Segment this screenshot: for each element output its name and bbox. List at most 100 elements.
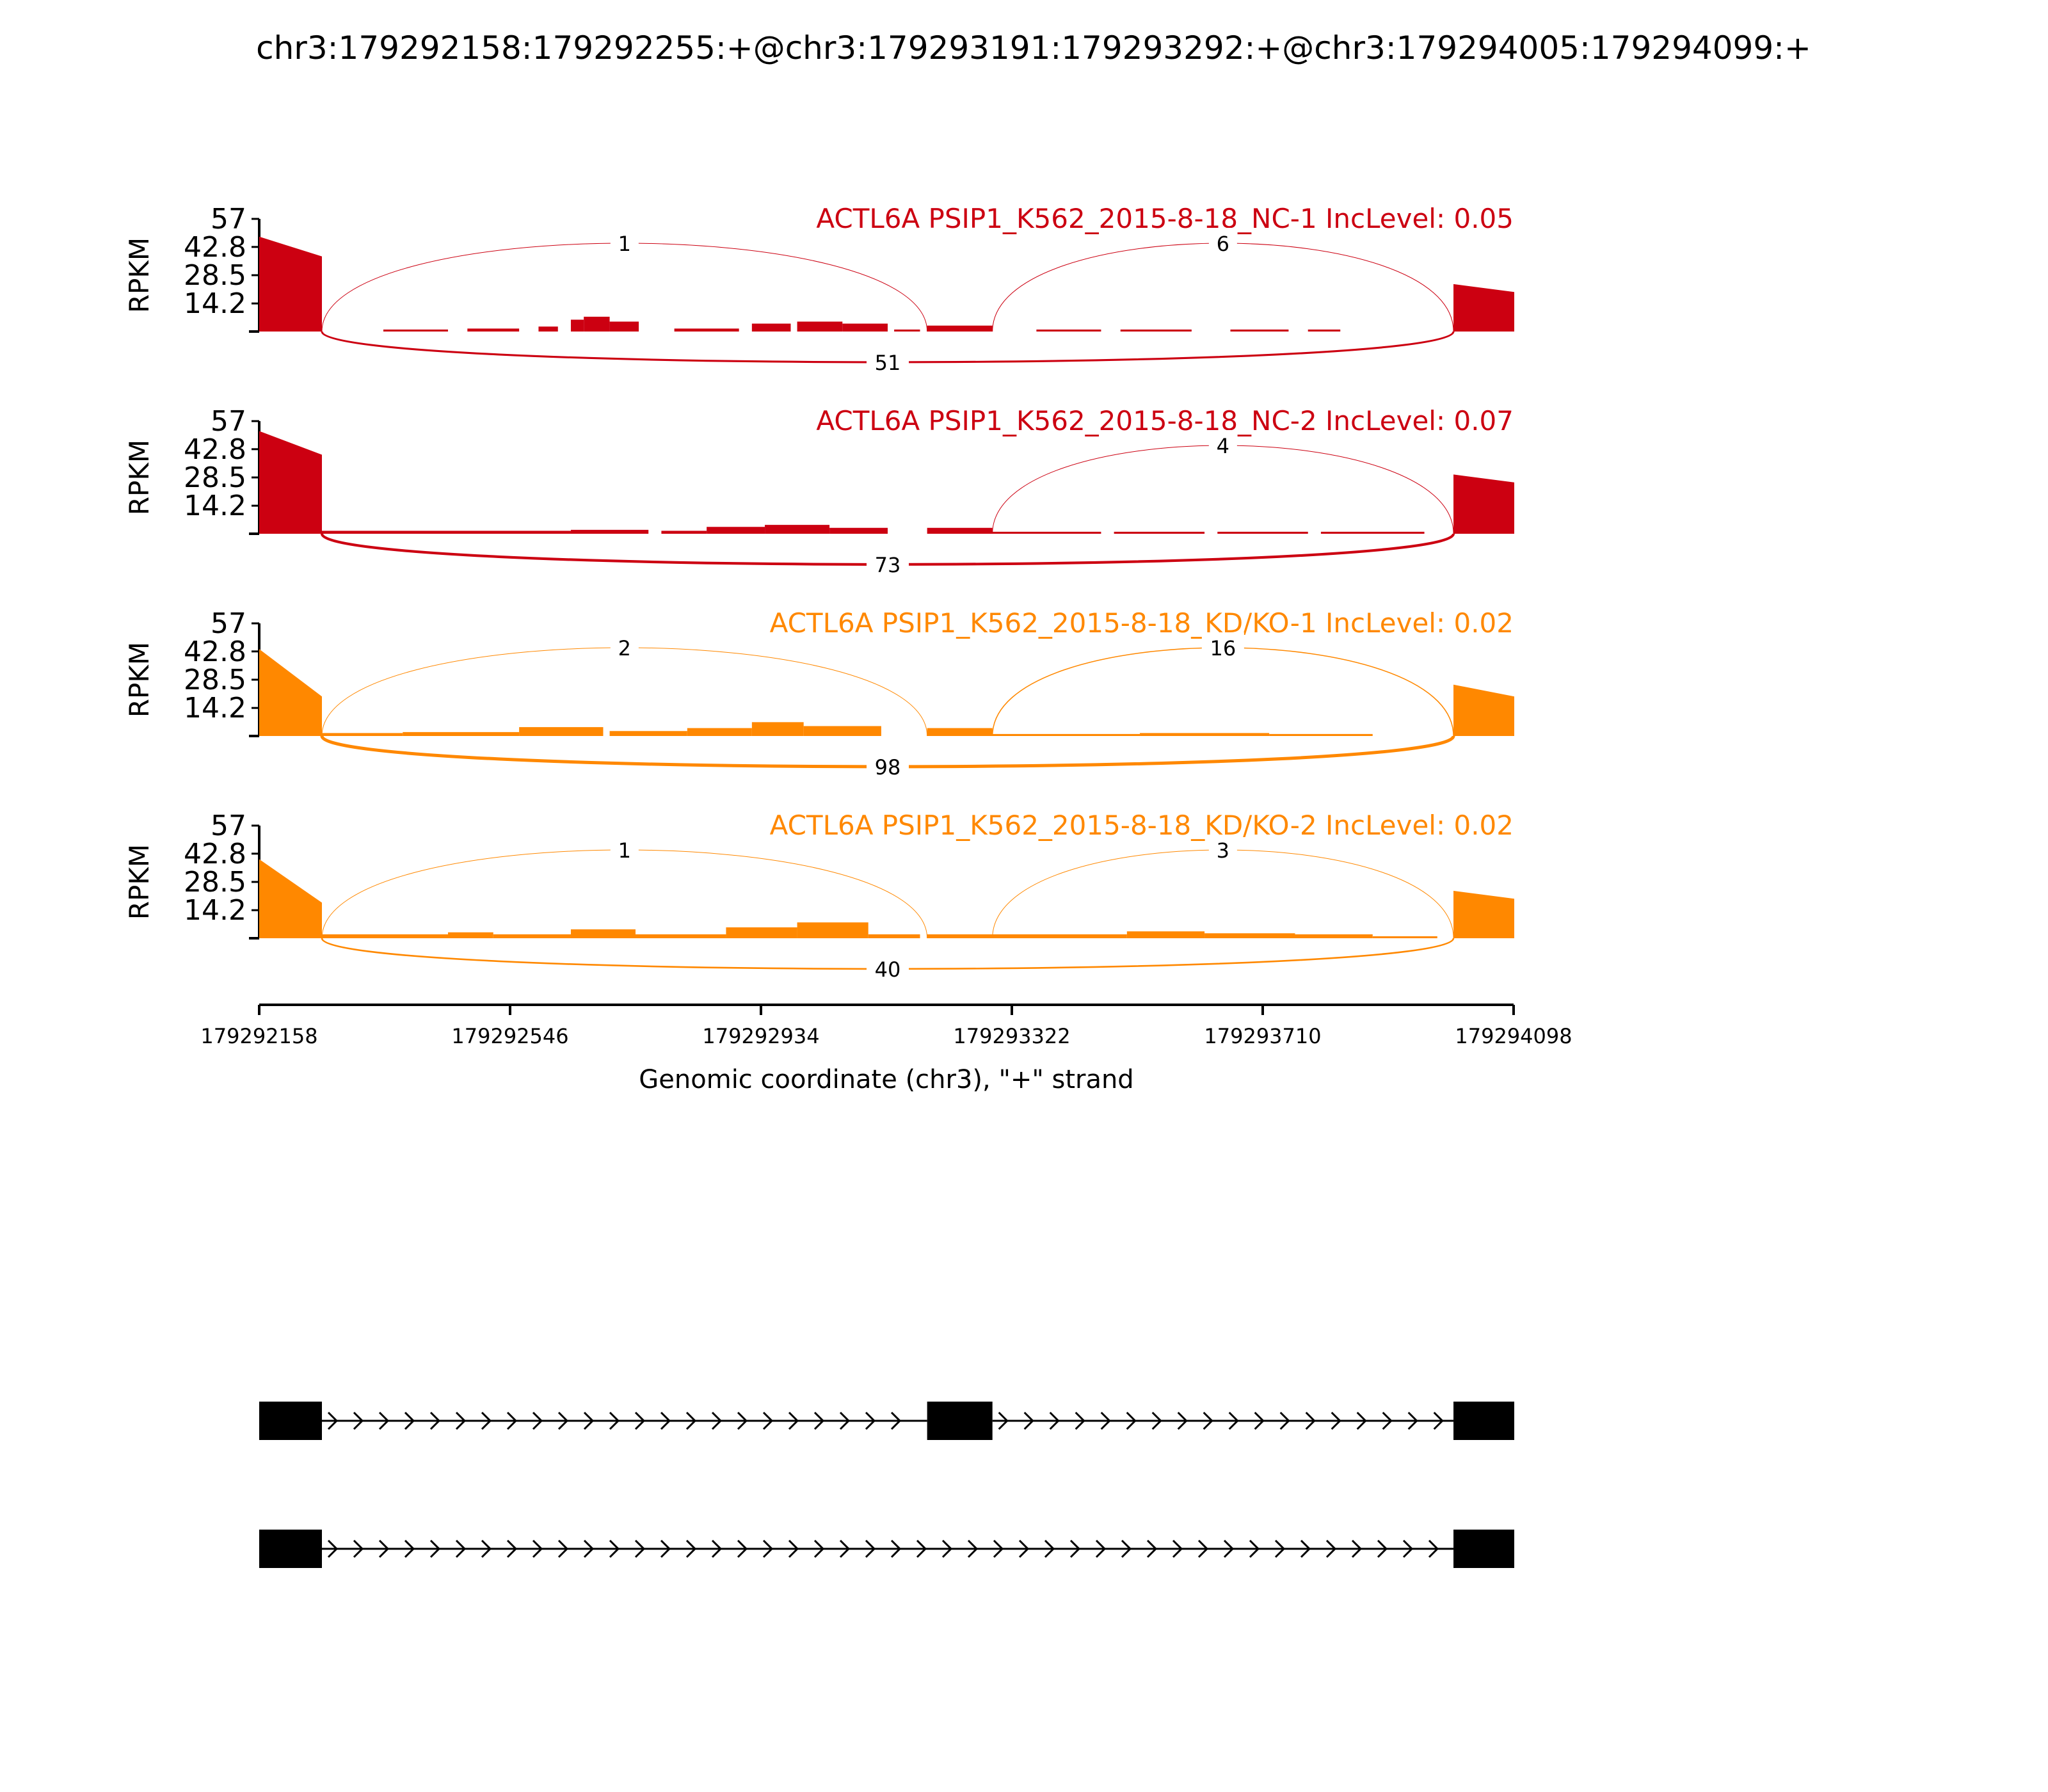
coverage-segment xyxy=(1230,329,1289,332)
strand-arrow xyxy=(506,1539,518,1558)
strand-arrow xyxy=(788,1539,799,1558)
coverage-segment xyxy=(584,316,610,332)
strand-arrow xyxy=(660,1539,671,1558)
strand-arrow xyxy=(429,1539,441,1558)
coverage-segment xyxy=(1269,733,1373,736)
coverage-segment xyxy=(927,527,993,534)
junction-count: 3 xyxy=(1217,838,1229,863)
strand-arrow xyxy=(1121,1539,1132,1558)
coverage-segment xyxy=(992,531,1101,534)
coverage-segment xyxy=(797,922,868,938)
coverage-segment xyxy=(1372,936,1437,938)
x-tick-label: 179293710 xyxy=(1204,1024,1321,1048)
junction-count-bg xyxy=(867,549,909,577)
coverage-segment xyxy=(797,321,843,332)
track-label: ACTL6A PSIP1_K562_2015-8-18_KD/KO-1 IncL… xyxy=(770,607,1514,639)
strand-arrow xyxy=(1382,1411,1393,1430)
coverage-segment xyxy=(448,932,493,938)
coverage-segment xyxy=(992,733,1140,736)
strand-arrow xyxy=(609,1411,620,1430)
strand-arrow xyxy=(1151,1411,1162,1430)
junction-count-bg xyxy=(1208,835,1237,863)
coverage-segment xyxy=(829,527,888,534)
coverage-segment xyxy=(1295,934,1373,938)
y-tick-label: 28.5 xyxy=(184,259,246,292)
strand-arrow xyxy=(890,1411,902,1430)
coverage-segment xyxy=(687,728,752,736)
coverage-segment xyxy=(259,236,322,332)
junction-count: 98 xyxy=(875,755,901,780)
junction-arc xyxy=(991,647,1454,737)
coverage-segment xyxy=(322,934,449,938)
strand-arrow xyxy=(737,1411,748,1430)
x-tick-label: 179294098 xyxy=(1455,1024,1572,1048)
junction-arc xyxy=(992,445,1454,534)
coverage-segment xyxy=(403,732,520,736)
coverage-segment xyxy=(609,731,687,736)
y-tick-label: 42.8 xyxy=(184,636,246,668)
strand-arrow xyxy=(711,1539,723,1558)
exon-block xyxy=(259,1530,322,1568)
y-tick-label: 57 xyxy=(211,810,246,842)
strand-arrow xyxy=(557,1411,569,1430)
strand-arrow xyxy=(1018,1539,1030,1558)
strand-arrow xyxy=(998,1411,1009,1430)
junction-count: 40 xyxy=(875,957,901,982)
chart-title: chr3:179292158:179292255:+@chr3:17929319… xyxy=(256,29,1811,67)
coverage-segment xyxy=(894,329,920,332)
strand-arrow xyxy=(1407,1411,1418,1430)
y-tick-label: 28.5 xyxy=(184,664,246,696)
strand-arrow xyxy=(634,1539,646,1558)
y-tick-label: 57 xyxy=(211,607,246,640)
strand-arrow xyxy=(1228,1411,1239,1430)
x-tick-label: 179293322 xyxy=(953,1024,1070,1048)
coverage-segment xyxy=(751,722,804,736)
strand-arrow xyxy=(1254,1411,1265,1430)
strand-arrow xyxy=(916,1539,927,1558)
coverage-segment xyxy=(259,859,322,938)
junction-count: 16 xyxy=(1210,636,1236,660)
strand-arrow xyxy=(404,1539,415,1558)
y-tick-label: 42.8 xyxy=(184,838,246,870)
junction-count-bg xyxy=(867,347,909,375)
coverage-segment xyxy=(1140,733,1270,736)
y-axis-label: RPKM xyxy=(124,844,155,920)
exon-block xyxy=(1453,1530,1515,1568)
x-tick-label: 179292546 xyxy=(451,1024,568,1048)
junction-count: 1 xyxy=(618,838,631,863)
strand-arrow xyxy=(1356,1411,1367,1430)
junction-arc xyxy=(992,849,1454,939)
strand-arrow xyxy=(455,1539,467,1558)
junction-count: 4 xyxy=(1217,434,1229,458)
strand-arrow xyxy=(327,1411,339,1430)
coverage-segment xyxy=(661,531,707,534)
coverage-segment xyxy=(992,934,1127,938)
strand-arrow xyxy=(1177,1411,1188,1430)
junction-count-bg xyxy=(1208,430,1237,458)
junction-count: 6 xyxy=(1217,232,1229,256)
junction-arc xyxy=(321,243,928,332)
coverage-segment xyxy=(1453,474,1515,534)
strand-arrow xyxy=(583,1411,595,1430)
coverage-segment xyxy=(570,319,584,332)
coverage-segment xyxy=(570,929,636,938)
exon-block xyxy=(1453,1402,1515,1440)
coverage-segment xyxy=(636,934,726,938)
strand-arrow xyxy=(660,1411,671,1430)
track-label: ACTL6A PSIP1_K562_2015-8-18_NC-2 IncLeve… xyxy=(816,405,1514,436)
strand-arrow xyxy=(1279,1411,1290,1430)
strand-arrow xyxy=(583,1539,595,1558)
track-label: ACTL6A PSIP1_K562_2015-8-18_NC-1 IncLeve… xyxy=(816,203,1514,234)
strand-arrow xyxy=(788,1411,799,1430)
strand-arrow xyxy=(429,1411,441,1430)
isoform-1 xyxy=(259,1402,1515,1440)
y-tick-label: 57 xyxy=(211,405,246,438)
strand-arrow xyxy=(762,1411,774,1430)
coverage-segment xyxy=(1204,933,1295,938)
y-axis-label: RPKM xyxy=(124,440,155,515)
strand-arrow xyxy=(481,1411,492,1430)
strand-arrow xyxy=(557,1539,569,1558)
strand-arrow xyxy=(839,1539,851,1558)
